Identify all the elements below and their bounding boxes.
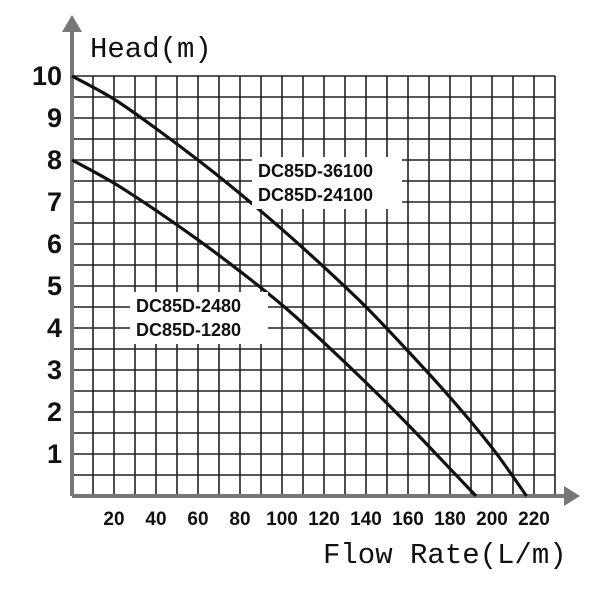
series-curve-2 xyxy=(71,158,478,498)
series-label: DC85D-1280 xyxy=(136,320,241,340)
y-tick-label: 1 xyxy=(47,439,62,469)
y-tick-label: 7 xyxy=(47,187,62,217)
x-tick-label: 20 xyxy=(103,509,124,530)
curves xyxy=(71,74,528,498)
x-tick-label: 40 xyxy=(145,509,166,530)
series-curve-1 xyxy=(71,74,528,497)
y-tick-label: 10 xyxy=(32,61,62,91)
x-tick-label: 160 xyxy=(392,509,424,530)
y-tick-label: 9 xyxy=(47,103,62,133)
x-tick-label: 80 xyxy=(229,509,250,530)
x-tick-label: 140 xyxy=(350,509,382,530)
y-tick-label: 8 xyxy=(47,145,62,175)
x-tick-label: 180 xyxy=(434,509,466,530)
y-tick-label: 2 xyxy=(47,397,62,427)
series-label: DC85D-24100 xyxy=(258,185,373,205)
y-tick-label: 4 xyxy=(47,313,62,343)
x-axis-title: Flow Rate(L/m) xyxy=(323,539,567,572)
x-tick-label: 200 xyxy=(476,509,508,530)
x-tick-label: 220 xyxy=(518,509,550,530)
grid xyxy=(72,75,556,496)
series-label-box xyxy=(252,157,402,209)
axes xyxy=(62,15,580,506)
y-axis-title: Head(m) xyxy=(90,33,212,66)
series-labels: DC85D-36100 DC85D-24100 DC85D-2480 DC85D-12… xyxy=(130,157,402,344)
y-tick-label: 3 xyxy=(47,355,62,385)
x-axis-arrow xyxy=(564,486,580,506)
x-tick-label: 100 xyxy=(266,509,298,530)
tick-labels: 1 2 3 4 5 6 7 8 9 10 20 40 60 80 100 120 140 160 180 200 220 xyxy=(32,61,550,530)
y-tick-label: 6 xyxy=(47,229,62,259)
y-tick-label: 5 xyxy=(47,271,62,301)
series-label: DC85D-36100 xyxy=(258,161,373,181)
x-tick-label: 120 xyxy=(308,509,340,530)
series-label-box xyxy=(130,292,268,344)
y-axis-arrow xyxy=(62,15,82,32)
series-label: DC85D-2480 xyxy=(136,296,241,316)
x-tick-label: 60 xyxy=(187,509,208,530)
